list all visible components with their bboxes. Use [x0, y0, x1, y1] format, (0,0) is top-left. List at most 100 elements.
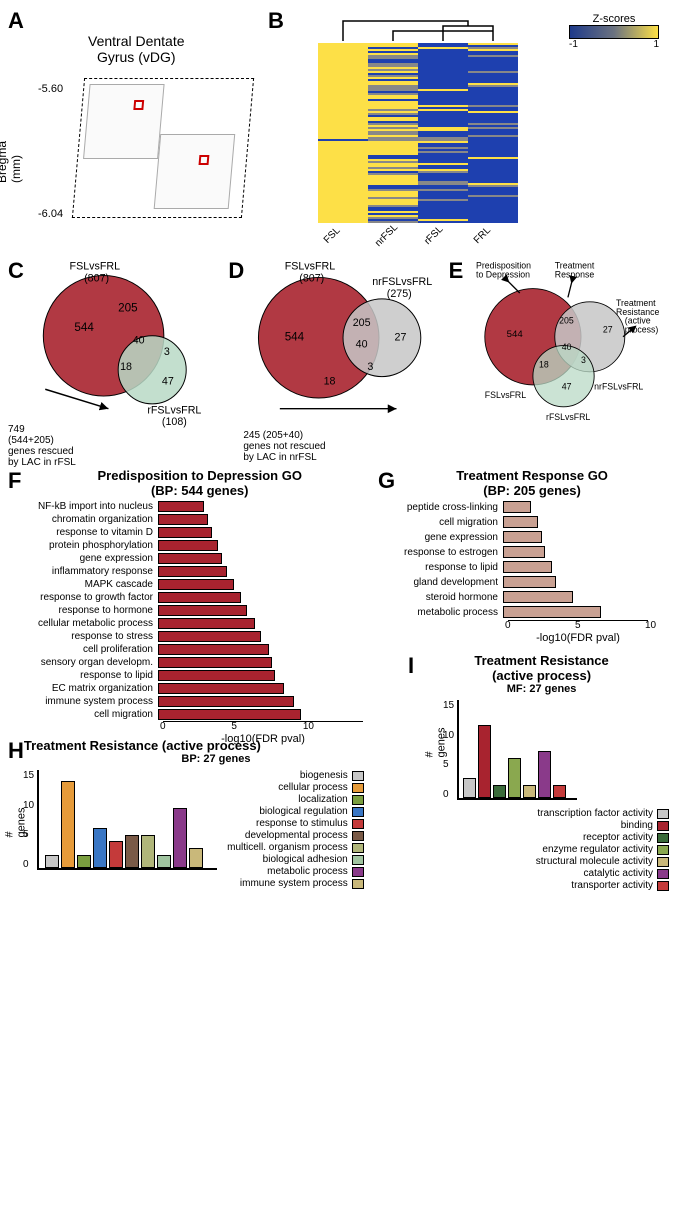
- bregma-bottom: -6.04: [38, 208, 63, 220]
- legend-item: biogenesis: [227, 770, 364, 781]
- panel-g-label: G: [378, 468, 395, 498]
- vbar: [45, 855, 59, 868]
- svg-text:18: 18: [539, 359, 549, 369]
- svg-text:(807): (807): [300, 272, 325, 284]
- brain-diagram-box: [72, 78, 254, 218]
- panel-a-title: Ventral Dentate Gyrus (vDG): [88, 33, 185, 65]
- legend-item: biological regulation: [227, 806, 364, 817]
- heatmap-col-label: nrFSL: [373, 222, 400, 249]
- hbar-label: response to vitamin D: [8, 527, 158, 538]
- hbar-label: chromatin organization: [8, 514, 158, 525]
- svg-text:544: 544: [506, 329, 523, 340]
- legend-swatch: [657, 845, 669, 855]
- legend-item: receptor activity: [428, 832, 669, 843]
- vbar: [493, 785, 506, 798]
- panel-e-label: E: [449, 258, 464, 284]
- hbar-row: cell migration: [8, 708, 378, 720]
- legend-text: receptor activity: [583, 832, 653, 843]
- vbar: [173, 808, 187, 868]
- panel-h-ylabel: # genes: [4, 823, 28, 838]
- vbar: [141, 835, 155, 868]
- hbar: [503, 576, 556, 588]
- vbar: [93, 828, 107, 868]
- legend-text: biological regulation: [259, 806, 347, 817]
- hbar: [158, 527, 212, 538]
- bregma-top: -5.60: [38, 83, 63, 95]
- vbar: [125, 835, 139, 868]
- venn-e: 544 205 27 40 18 3 47 Predisposition to …: [449, 258, 669, 433]
- legend-h: biogenesiscellular processlocalizationbi…: [227, 770, 364, 890]
- svg-text:40: 40: [356, 338, 368, 350]
- hbar-label: cellular metabolic process: [8, 618, 158, 629]
- hbar-row: response to vitamin D: [8, 526, 378, 538]
- hbar-row: steroid hormone: [378, 590, 669, 604]
- panel-i: I Treatment Resistance (active process) …: [408, 738, 669, 938]
- hbar-row: gene expression: [378, 530, 669, 544]
- legend-text: multicell. organism process: [227, 842, 348, 853]
- hbar: [503, 591, 573, 603]
- hbar-label: gland development: [378, 577, 503, 588]
- hbar: [158, 501, 204, 512]
- panel-g-xlabel: -log10(FDR pval): [508, 632, 648, 644]
- legend-text: biogenesis: [300, 770, 348, 781]
- legend-swatch: [352, 807, 364, 817]
- svg-text:205: 205: [559, 316, 574, 326]
- legend-text: response to stimulus: [256, 818, 348, 829]
- hbar-label: immune system process: [8, 696, 158, 707]
- svg-text:3: 3: [164, 346, 170, 358]
- heatmap: FSLnrFSLrFSLFRL: [318, 43, 518, 223]
- hbar: [158, 670, 275, 681]
- hbar-row: response to estrogen: [378, 545, 669, 559]
- panel-g-title: Treatment Response GO (BP: 205 genes): [395, 468, 669, 498]
- heatmap-column: [468, 43, 518, 223]
- hbar: [503, 546, 545, 558]
- brain-slice-1: [83, 84, 165, 159]
- legend-item: transcription factor activity: [428, 808, 669, 819]
- hbar: [158, 696, 294, 707]
- svg-text:nrFSLvsFRL: nrFSLvsFRL: [373, 276, 433, 288]
- heatmap-column: [418, 43, 468, 223]
- heatmap-col-label: rFSL: [422, 224, 445, 247]
- panel-i-title: Treatment Resistance (active process): [414, 653, 669, 683]
- legend-swatch: [657, 833, 669, 843]
- hbar-row: cellular metabolic process: [8, 617, 378, 629]
- hbar-label: EC matrix organization: [8, 683, 158, 694]
- hbar: [158, 540, 218, 551]
- hbar: [158, 514, 208, 525]
- legend-swatch: [657, 857, 669, 867]
- row-hi: H Treatment Resistance (active process) …: [8, 738, 669, 938]
- hbar-row: inflammatory response: [8, 565, 378, 577]
- svg-text:to Depression: to Depression: [476, 269, 530, 279]
- vbar: [61, 781, 75, 868]
- panel-i-ylabel: # genes: [424, 743, 448, 758]
- vbar: [508, 758, 521, 798]
- legend-text: catalytic activity: [584, 868, 653, 879]
- legend-item: developmental process: [227, 830, 364, 841]
- legend-swatch: [352, 795, 364, 805]
- panel-i-subtitle: MF: 27 genes: [414, 683, 669, 695]
- hbar: [158, 631, 261, 642]
- hbar-label: gene expression: [378, 532, 503, 543]
- chart-i: [457, 700, 577, 800]
- hbar: [503, 531, 542, 543]
- heatmap-col-label: FSL: [322, 225, 343, 246]
- panel-h-subtitle: BP: 27 genes: [24, 753, 408, 765]
- hbar-row: sensory organ developm.: [8, 656, 378, 668]
- svg-text:FSLvsFRL: FSLvsFRL: [70, 261, 121, 273]
- hbar: [503, 516, 538, 528]
- venn-c: 544 205 40 18 3 47 FSLvsFRL (807) rFSLvs…: [8, 258, 228, 433]
- legend-item: catalytic activity: [428, 868, 669, 879]
- svg-text:47: 47: [162, 375, 174, 387]
- hbar-label: cell migration: [8, 709, 158, 720]
- hbar-label: sensory organ developm.: [8, 657, 158, 668]
- svg-text:rFSLvsFRL: rFSLvsFRL: [147, 405, 201, 417]
- panel-f-label: F: [8, 468, 21, 498]
- roi-marker-1: [133, 100, 144, 110]
- hbar-label: response to lipid: [8, 670, 158, 681]
- legend-swatch: [352, 783, 364, 793]
- legend-swatch: [352, 843, 364, 853]
- svg-text:FSLvsFRL: FSLvsFRL: [484, 390, 525, 400]
- legend-text: transporter activity: [571, 880, 653, 891]
- svg-text:(807): (807): [84, 272, 109, 284]
- panel-d-label: D: [228, 258, 244, 284]
